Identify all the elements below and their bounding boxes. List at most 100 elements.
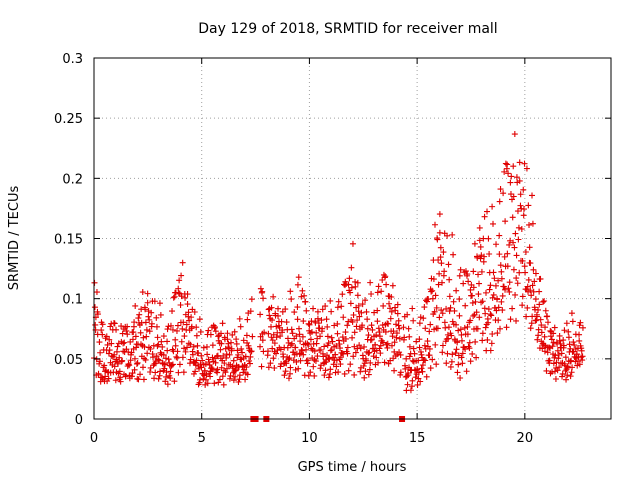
data-point xyxy=(489,203,496,210)
data-point xyxy=(267,360,274,367)
data-point xyxy=(368,336,375,343)
data-point xyxy=(244,371,251,378)
data-point xyxy=(311,372,318,379)
data-point xyxy=(323,358,330,365)
data-point xyxy=(121,339,128,346)
data-point xyxy=(247,308,254,315)
data-point xyxy=(193,332,200,339)
data-point xyxy=(357,345,364,352)
data-point xyxy=(331,322,338,329)
data-point xyxy=(171,378,178,385)
data-point xyxy=(284,344,291,351)
data-point xyxy=(305,341,312,348)
data-point xyxy=(236,372,243,379)
data-point xyxy=(157,368,164,375)
data-point xyxy=(576,337,583,344)
data-point xyxy=(495,277,502,284)
data-point xyxy=(327,366,334,373)
data-point xyxy=(173,353,180,360)
data-point xyxy=(94,311,101,318)
data-point xyxy=(421,304,428,311)
data-point xyxy=(504,263,511,270)
data-point xyxy=(366,366,373,373)
data-point xyxy=(571,342,578,349)
data-point xyxy=(466,345,473,352)
data-point xyxy=(363,308,370,315)
data-point xyxy=(459,360,466,367)
data-point xyxy=(526,221,533,228)
data-point xyxy=(136,311,143,318)
data-point xyxy=(375,359,382,366)
data-point xyxy=(577,319,584,326)
data-point xyxy=(350,353,357,360)
data-point xyxy=(147,345,154,352)
data-point xyxy=(374,307,381,314)
data-point xyxy=(304,340,311,347)
data-point xyxy=(351,329,358,336)
data-point xyxy=(507,179,514,186)
data-point xyxy=(317,365,324,372)
data-point xyxy=(493,241,500,248)
data-point xyxy=(146,328,153,335)
data-point xyxy=(429,356,436,363)
data-point xyxy=(443,360,450,367)
data-point xyxy=(311,348,318,355)
data-point xyxy=(147,364,154,371)
data-point xyxy=(218,330,225,337)
data-point xyxy=(553,359,560,366)
data-point xyxy=(470,313,477,320)
data-point xyxy=(482,310,489,317)
data-point xyxy=(340,314,347,321)
data-point xyxy=(449,231,456,238)
data-point xyxy=(454,339,461,346)
data-point xyxy=(390,328,397,335)
data-point xyxy=(214,366,221,373)
data-point xyxy=(567,358,574,365)
data-point xyxy=(102,373,109,380)
data-point xyxy=(301,292,308,299)
data-point xyxy=(288,326,295,333)
x-axis-label: GPS time / hours xyxy=(298,460,407,475)
data-point xyxy=(352,349,359,356)
data-point xyxy=(341,370,348,377)
data-point xyxy=(178,338,185,345)
data-point xyxy=(526,244,533,251)
data-point xyxy=(450,251,457,258)
data-point xyxy=(515,236,522,243)
data-point xyxy=(404,311,411,318)
data-point xyxy=(303,346,310,353)
data-point xyxy=(211,380,218,387)
data-point xyxy=(137,329,144,336)
data-point xyxy=(414,366,421,373)
data-point xyxy=(353,323,360,330)
y-tick-label: 0.15 xyxy=(54,233,83,248)
data-point xyxy=(160,351,167,358)
data-point xyxy=(137,371,144,378)
data-point xyxy=(157,311,164,318)
data-point xyxy=(324,333,331,340)
data-point xyxy=(499,292,506,299)
data-point xyxy=(244,316,251,323)
data-point xyxy=(99,331,106,338)
data-point xyxy=(199,357,206,364)
y-tick-label: 0.2 xyxy=(62,172,83,187)
data-point xyxy=(565,334,572,341)
data-point xyxy=(349,334,356,341)
data-point xyxy=(508,173,515,180)
data-point xyxy=(127,357,134,364)
data-point xyxy=(517,191,524,198)
data-point xyxy=(397,369,404,376)
data-point xyxy=(235,351,242,358)
data-point xyxy=(372,341,379,348)
data-point xyxy=(197,361,204,368)
data-point xyxy=(476,237,483,244)
data-point xyxy=(339,334,346,341)
data-point xyxy=(498,275,505,282)
data-point xyxy=(182,294,189,301)
data-point xyxy=(439,310,446,317)
data-point xyxy=(344,350,351,357)
data-point xyxy=(334,320,341,327)
data-point xyxy=(195,350,202,357)
data-point xyxy=(131,366,138,373)
data-point xyxy=(296,331,303,338)
